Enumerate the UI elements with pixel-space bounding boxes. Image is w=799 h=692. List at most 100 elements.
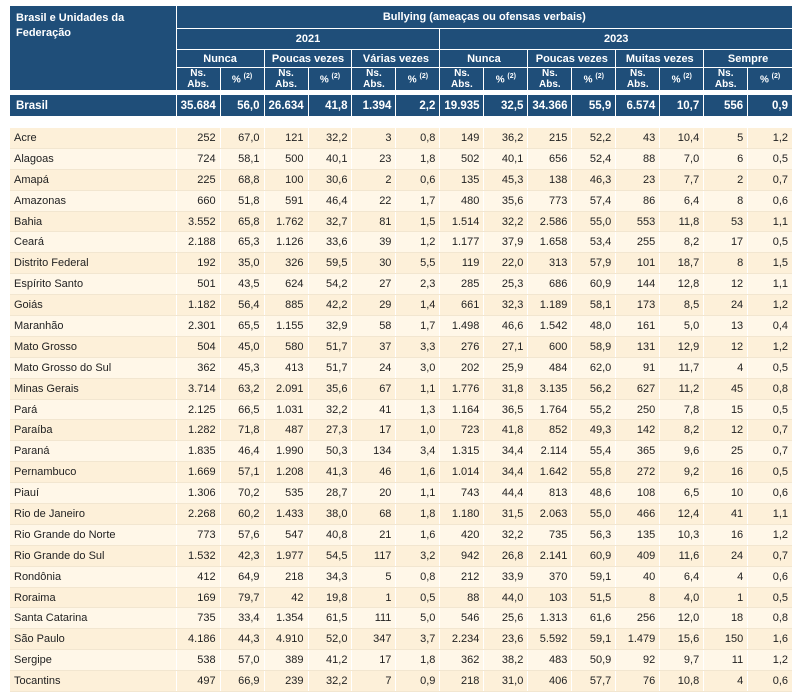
pct-value-cell: 32,2 [307, 128, 352, 149]
abs-value-cell: 1.189 [527, 294, 572, 317]
pct-value-cell: 63,2 [219, 378, 265, 400]
pct-value-cell: 9,7 [659, 649, 704, 672]
pct-value-cell: 46,4 [307, 190, 352, 212]
pct-value-cell: 40,1 [483, 148, 528, 170]
pct-value-cell: 56,2 [571, 378, 616, 400]
pct-value-cell: 52,0 [307, 628, 352, 651]
region-name: Pará [10, 399, 177, 421]
region-name: Amapá [10, 169, 177, 191]
pct-subheader: % (2) [395, 67, 440, 91]
group-header: Sempre [703, 49, 792, 68]
pct-value-cell: 8,2 [659, 419, 704, 442]
abs-value-cell: 108 [615, 482, 660, 505]
abs-value-cell: 1.498 [439, 315, 484, 337]
group-header: Várias vezes [351, 49, 440, 68]
abs-value-cell: 35.684 [175, 95, 221, 116]
pct-value-cell: 5,0 [659, 315, 704, 337]
abs-value-cell: 27 [351, 273, 396, 296]
pct-value-cell: 9,6 [659, 440, 704, 463]
abs-value-cell: 134 [351, 440, 396, 463]
pct-value-cell: 32,5 [483, 95, 528, 116]
pct-value-cell: 5,5 [395, 252, 440, 275]
pct-value-cell: 41,3 [307, 461, 352, 484]
abs-value-cell: 2.301 [175, 315, 221, 337]
pct-value-cell: 50,3 [307, 440, 352, 463]
pct-value-cell: 5,0 [395, 607, 440, 630]
bullying-table: Brasil e Unidades da Federação Bullying … [10, 6, 792, 692]
region-name: Paraná [10, 440, 177, 463]
abs-value-cell: 131 [615, 336, 660, 358]
abs-value-cell: 1 [703, 587, 748, 609]
pct-value-cell: 15,6 [659, 628, 704, 651]
pct-value-cell: 4,0 [659, 587, 704, 609]
pct-value-cell: 32,7 [307, 211, 352, 233]
abs-value-cell: 1.315 [439, 440, 484, 463]
pct-value-cell: 45,3 [483, 169, 528, 191]
pct-value-cell: 1,8 [395, 649, 440, 672]
pct-value-cell: 11,6 [659, 545, 704, 567]
pct-value-cell: 65,8 [219, 211, 265, 233]
table-row: Minas Gerais 3.714 63,2 2.091 35,6 67 1,1 1.776… [10, 378, 792, 400]
pct-value-cell: 58,1 [219, 148, 265, 170]
table-row: São Paulo 4.186 44,3 4.910 52,0 347 3,7 2.234 23… [10, 628, 792, 651]
abs-value-cell: 4 [703, 670, 748, 692]
pct-value-cell: 60,9 [571, 273, 616, 296]
abs-value-cell: 1.282 [175, 419, 221, 442]
pct-value-cell: 51,8 [219, 190, 265, 212]
pct-value-cell: 32,2 [483, 211, 528, 233]
pct-value-cell: 7,7 [659, 169, 704, 191]
pct-value-cell: 51,7 [307, 357, 352, 379]
pct-value-cell: 32,9 [307, 315, 352, 337]
pct-value-cell: 57,7 [571, 670, 616, 692]
pct-label: % [319, 74, 329, 86]
pct-subheader: % (2) [747, 67, 792, 91]
abs-value-cell: 23 [615, 169, 660, 191]
abs-value-cell: 735 [527, 524, 572, 546]
pct-value-cell: 0,6 [747, 482, 792, 505]
abs-subheader: Ns. Abs. [527, 67, 572, 91]
abs-value-cell: 409 [615, 545, 660, 567]
pct-value-cell: 60,9 [571, 545, 616, 567]
abs-value-cell: 1.762 [263, 211, 308, 233]
pct-value-cell: 48,0 [571, 315, 616, 337]
abs-value-cell: 26.634 [263, 95, 308, 116]
abs-value-cell: 16 [703, 461, 748, 484]
pct-value-cell: 38,0 [307, 503, 352, 525]
abs-value-cell: 17 [351, 649, 396, 672]
abs-value-cell: 192 [175, 252, 221, 275]
pct-value-cell: 1,7 [395, 190, 440, 212]
abs-value-cell: 1.208 [263, 461, 308, 484]
pct-value-cell: 12,9 [659, 336, 704, 358]
pct-value-cell: 10,3 [659, 524, 704, 546]
group-header: Muitas vezes [615, 49, 704, 68]
table-row: Paraíba 1.282 71,8 487 27,3 17 1,0 723 41,8 852 49… [10, 419, 792, 442]
table-row: Rio Grande do Norte 773 57,6 547 40,8 21 1,6 42… [10, 524, 792, 546]
abs-value-cell: 17 [351, 419, 396, 442]
abs-value-cell: 547 [263, 524, 308, 546]
abs-value-cell: 1.642 [527, 461, 572, 484]
pct-value-cell: 0,7 [747, 169, 792, 191]
abs-value-cell: 12 [703, 419, 748, 442]
pct-value-cell: 1,6 [395, 461, 440, 484]
abs-value-cell: 276 [439, 336, 484, 358]
pct-value-cell: 0,5 [747, 148, 792, 170]
pct-value-cell: 0,6 [747, 566, 792, 588]
abs-value-cell: 942 [439, 545, 484, 567]
pct-label: % [495, 74, 505, 86]
pct-value-cell: 33,4 [219, 607, 265, 630]
abs-value-cell: 8 [703, 190, 748, 212]
abs-value-cell: 24 [703, 294, 748, 317]
footnote-mark: (2) [419, 72, 429, 80]
pct-value-cell: 49,3 [571, 419, 616, 442]
region-name: Brasil [10, 95, 177, 116]
pct-value-cell: 0,9 [747, 95, 792, 116]
abs-value-cell: 12 [703, 336, 748, 358]
abs-value-cell: 23 [351, 148, 396, 170]
abs-value-cell: 11 [703, 649, 748, 672]
table-header: Brasil e Unidades da Federação Bullying … [10, 6, 792, 91]
abs-value-cell: 24 [351, 357, 396, 379]
pct-value-cell: 57,9 [571, 252, 616, 275]
abs-value-cell: 2.125 [175, 399, 221, 421]
abs-value-cell: 1.164 [439, 399, 484, 421]
abs-value-cell: 1.479 [615, 628, 660, 651]
